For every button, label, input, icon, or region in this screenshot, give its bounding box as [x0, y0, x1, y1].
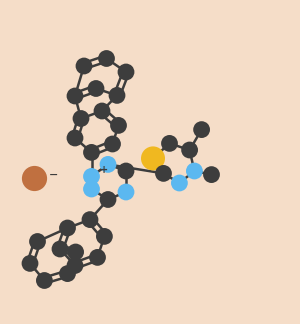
- Circle shape: [59, 220, 76, 237]
- Circle shape: [181, 142, 198, 158]
- Circle shape: [186, 163, 203, 179]
- Circle shape: [118, 163, 134, 179]
- Circle shape: [89, 249, 106, 266]
- Circle shape: [203, 166, 220, 183]
- Text: +: +: [100, 165, 109, 175]
- Circle shape: [161, 135, 178, 152]
- Circle shape: [29, 233, 46, 250]
- Circle shape: [59, 265, 76, 282]
- Circle shape: [171, 175, 188, 191]
- Circle shape: [193, 121, 210, 138]
- Circle shape: [82, 211, 98, 228]
- Circle shape: [22, 166, 47, 191]
- Circle shape: [141, 146, 165, 170]
- Circle shape: [110, 117, 127, 134]
- Circle shape: [104, 136, 121, 152]
- Circle shape: [36, 272, 53, 289]
- Circle shape: [67, 87, 83, 104]
- Circle shape: [67, 244, 84, 260]
- Text: −: −: [49, 169, 58, 179]
- Circle shape: [67, 257, 83, 274]
- Circle shape: [118, 64, 134, 80]
- Circle shape: [76, 58, 92, 75]
- Circle shape: [83, 180, 100, 197]
- Circle shape: [52, 241, 68, 257]
- Circle shape: [98, 50, 115, 67]
- Circle shape: [83, 144, 100, 161]
- Circle shape: [100, 156, 116, 173]
- Circle shape: [109, 87, 125, 104]
- Circle shape: [67, 130, 83, 146]
- Circle shape: [88, 80, 104, 97]
- Circle shape: [155, 165, 172, 182]
- Circle shape: [100, 191, 116, 208]
- Circle shape: [94, 103, 110, 120]
- Circle shape: [96, 228, 113, 245]
- Circle shape: [73, 110, 89, 127]
- Circle shape: [118, 184, 134, 201]
- Circle shape: [83, 168, 100, 185]
- Circle shape: [22, 255, 38, 272]
